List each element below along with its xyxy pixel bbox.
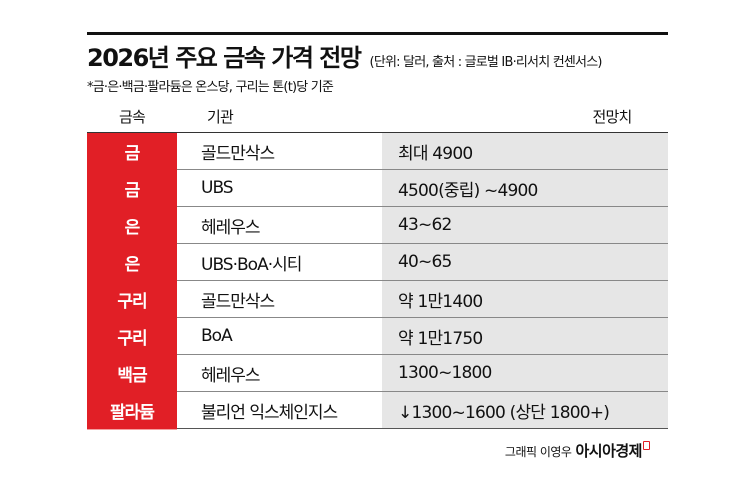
org-cell: 골드만삭스: [177, 133, 382, 169]
graphic-credit: 그래픽 이영우: [504, 445, 572, 459]
table-header: 금속 기관 전망치: [87, 102, 668, 128]
title-row: 2026년 주요 금속 가격 전망 (단위: 달러, 출처 : 글로벌 IB·리…: [87, 38, 602, 73]
metal-cell: 백금: [87, 355, 177, 393]
table-row: 은 UBS·BoA·시티 40~65: [87, 244, 668, 282]
brand-logo-text: 아시아경제: [575, 442, 642, 460]
top-rule: [87, 32, 668, 35]
forecast-cell: 43~62: [382, 207, 668, 243]
forecast-table: 금 골드만삭스 최대 4900 금 UBS 4500(중립) ~4900 은 헤…: [87, 132, 668, 430]
metal-cell: 구리: [87, 318, 177, 356]
forecast-cell: 4500(중립) ~4900: [382, 170, 668, 206]
unit-source-label: (단위: 달러, 출처 : 글로벌 IB·리서치 컨센서스): [369, 55, 603, 70]
org-cell: UBS·BoA·시티: [177, 244, 382, 280]
table-row: 팔라듐 불리언 익스체인지스 ↓1300~1600 (상단 1800+): [87, 392, 668, 430]
page-title: 2026년 주요 금속 가격 전망: [87, 44, 362, 72]
column-header-forecast: 전망치: [592, 108, 632, 126]
metal-cell: 금: [87, 170, 177, 208]
table-row: 구리 BoA 약 1만1750: [87, 318, 668, 356]
metal-cell: 금: [87, 133, 177, 171]
table-row: 구리 골드만삭스 약 1만1400: [87, 281, 668, 319]
forecast-cell: 1300~1800: [382, 355, 668, 391]
forecast-cell: 약 1만1750: [382, 318, 668, 354]
forecast-cell: ↓1300~1600 (상단 1800+): [382, 392, 668, 428]
org-cell: 헤레우스: [177, 207, 382, 243]
org-cell: 골드만삭스: [177, 281, 382, 317]
column-header-org: 기관: [207, 108, 234, 126]
org-cell: 불리언 익스체인지스: [177, 392, 382, 428]
table-row: 금 골드만삭스 최대 4900: [87, 133, 668, 171]
metal-cell: 구리: [87, 281, 177, 319]
forecast-cell: 약 1만1400: [382, 281, 668, 317]
metal-cell: 은: [87, 244, 177, 282]
org-cell: 헤레우스: [177, 355, 382, 391]
brand-mark-icon: [643, 441, 650, 450]
unit-note: *금·은·백금·팔라듐은 온스당, 구리는 톤(t)당 기준: [87, 80, 334, 95]
metal-cell: 팔라듐: [87, 392, 177, 430]
metal-cell: 은: [87, 207, 177, 245]
table-row: 금 UBS 4500(중립) ~4900: [87, 170, 668, 208]
column-header-metal: 금속: [118, 108, 146, 126]
org-cell: UBS: [177, 170, 382, 206]
forecast-cell: 40~65: [382, 244, 668, 280]
org-cell: BoA: [177, 318, 382, 354]
table-row: 백금 헤레우스 1300~1800: [87, 355, 668, 393]
table-row: 은 헤레우스 43~62: [87, 207, 668, 245]
forecast-cell: 최대 4900: [382, 133, 668, 169]
credit-line: 그래픽 이영우 아시아경제: [505, 440, 650, 461]
